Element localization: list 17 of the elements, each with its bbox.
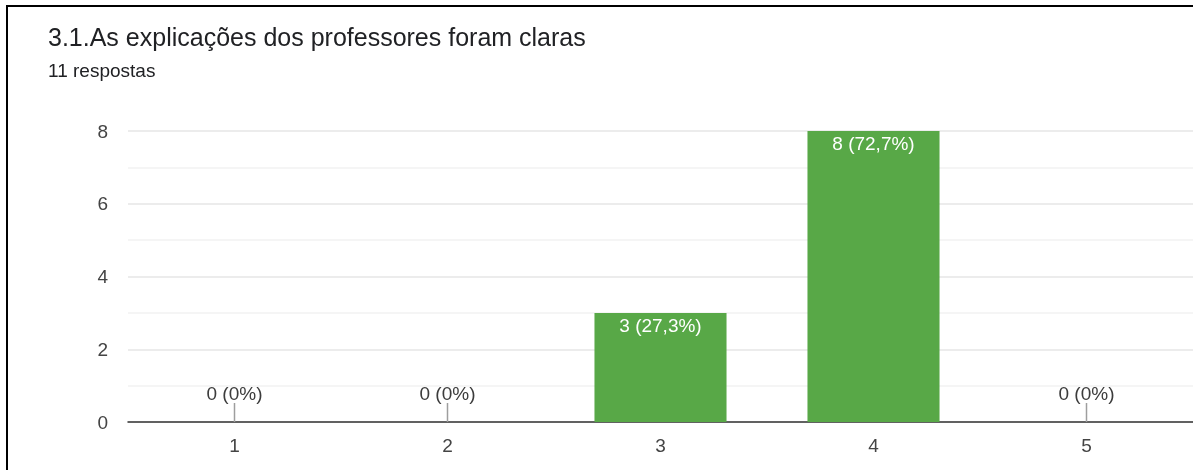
y-tick-label: 0 xyxy=(97,411,108,433)
x-tick-label: 1 xyxy=(229,435,240,456)
y-tick-label: 2 xyxy=(97,338,108,360)
y-tick-label: 6 xyxy=(97,193,108,215)
data-label: 0 (0%) xyxy=(206,383,263,404)
chart-title: 3.1.As explicações dos professores foram claras xyxy=(48,22,586,51)
x-tick-label: 3 xyxy=(655,435,666,456)
y-tick-label: 8 xyxy=(97,120,108,142)
x-tick-label: 4 xyxy=(868,435,880,456)
data-label: 0 (0%) xyxy=(419,383,476,404)
x-tick-label: 5 xyxy=(1081,435,1092,456)
x-tick-label: 2 xyxy=(442,435,453,456)
chart-subtitle: 11 respostas xyxy=(48,60,156,81)
y-tick-label: 4 xyxy=(97,266,109,287)
data-label: 3 (27,3%) xyxy=(619,314,702,336)
data-label: 8 (72,7%) xyxy=(832,133,915,154)
data-label: 0 (0%) xyxy=(1058,383,1115,404)
